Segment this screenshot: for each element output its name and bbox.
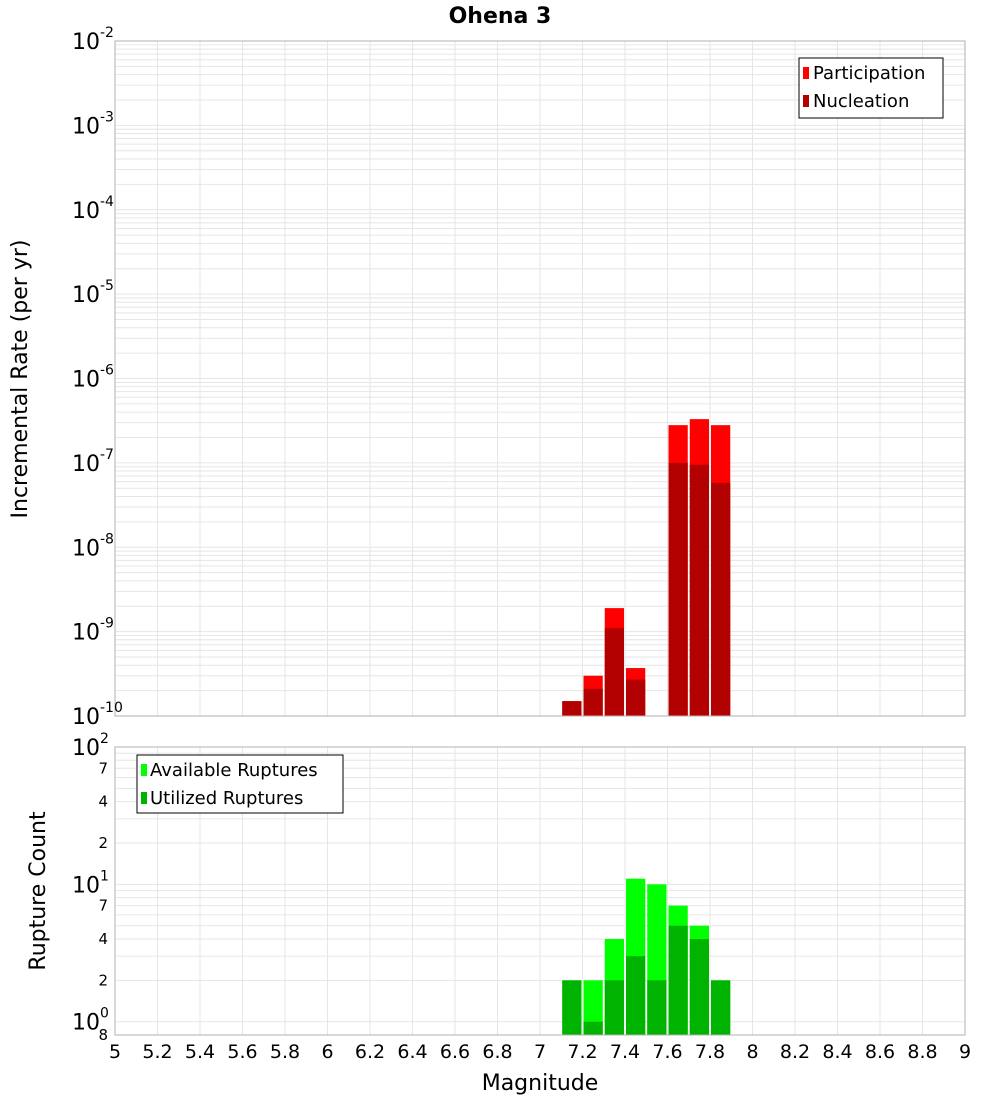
count-y-tick-label: 102 (72, 731, 109, 761)
count-y-minor-tick-label: 7 (98, 759, 108, 777)
available-ruptures-bar (583, 980, 603, 1035)
count-legend-box (136, 754, 344, 814)
nucleation-bar (562, 701, 582, 716)
x-tick-label: 6.2 (355, 1041, 385, 1063)
x-tick-label: 6.4 (397, 1041, 427, 1063)
nucleation-bar (626, 679, 646, 716)
rate-y-tick-label: 10-5 (72, 278, 114, 308)
rate-legend-box (798, 57, 944, 119)
rate-grid (114, 41, 966, 717)
utilized-ruptures-bar (604, 980, 624, 1035)
count-y-ticks: 102 101 100 7 4 2 7 4 2 8 (72, 731, 109, 1044)
rate-legend: Participation Nucleation (798, 57, 944, 119)
rate-y-tick-label: 10-10 (72, 700, 123, 730)
rate-y-axis-label: Incremental Rate (per yr) (8, 240, 33, 519)
count-legend: Available Ruptures Utilized Ruptures (136, 754, 344, 814)
utilized-ruptures-bar (626, 956, 646, 1035)
utilized-ruptures-bar (647, 980, 667, 1035)
rate-y-tick-label: 10-4 (72, 194, 114, 224)
count-y-tick-label: 101 (72, 868, 109, 898)
count-panel: 102 101 100 7 4 2 7 4 2 8 Rupture Count Available… (26, 731, 966, 1044)
count-y-minor-tick-label: 7 (98, 897, 108, 915)
x-tick-label: 5.2 (142, 1041, 172, 1063)
x-tick-label: 8.8 (907, 1041, 937, 1063)
x-tick-label: 8.6 (865, 1041, 895, 1063)
utilized-legend-label: Utilized Ruptures (150, 788, 303, 809)
x-tick-label: 8.2 (780, 1041, 810, 1063)
rate-y-tick-label: 10-8 (72, 531, 114, 561)
count-plot-frame (114, 746, 966, 1036)
x-tick-label: 6.8 (482, 1041, 512, 1063)
available-legend-label: Available Ruptures (150, 760, 318, 781)
rate-y-tick-label: 10-7 (72, 447, 114, 477)
rate-y-ticks: 10-2 10-3 10-4 10-5 10-6 10-7 10-8 10-9 10-10 (72, 25, 123, 730)
participation-swatch (803, 67, 809, 79)
participation-legend-label: Participation (813, 63, 925, 84)
x-tick-label: 5 (109, 1041, 121, 1063)
nucleation-swatch (803, 95, 809, 107)
x-tick-label: 7.2 (567, 1041, 597, 1063)
x-tick-label: 6.6 (440, 1041, 470, 1063)
count-y-minor-tick-label: 4 (98, 930, 108, 948)
nucleation-bar (668, 462, 688, 716)
x-tick-label: 6 (321, 1041, 333, 1063)
nucleation-bar (604, 628, 624, 716)
x-tick-label: 5.6 (227, 1041, 257, 1063)
x-tick-label: 5.4 (185, 1041, 215, 1063)
x-tick-label: 7.8 (695, 1041, 725, 1063)
nucleation-bar (583, 688, 603, 716)
rate-plot-frame (114, 40, 966, 717)
x-tick-label: 7.4 (610, 1041, 640, 1063)
x-tick-label: 8.4 (822, 1041, 852, 1063)
utilized-ruptures-bar (562, 980, 582, 1035)
x-tick-label: 9 (959, 1041, 971, 1063)
rate-y-tick-label: 10-3 (72, 109, 114, 139)
count-y-axis-label: Rupture Count (26, 811, 51, 971)
rate-y-tick-label: 10-9 (72, 616, 114, 646)
count-bars (562, 878, 731, 1035)
x-axis-ticks: 5 5.2 5.4 5.6 5.8 6 6.2 6.4 6.6 6.8 7 7.2 7.4 7.6 7.8 8… (109, 1041, 971, 1063)
nucleation-bar (689, 464, 709, 716)
count-y-minor-tick-label: 4 (98, 793, 108, 811)
utilized-swatch (141, 792, 147, 804)
x-tick-label: 7 (534, 1041, 546, 1063)
rate-y-tick-label: 10-6 (72, 363, 114, 393)
rate-bars (562, 419, 731, 716)
utilized-ruptures-bar (583, 1021, 603, 1035)
nucleation-bar (711, 482, 731, 716)
x-tick-label: 8 (746, 1041, 758, 1063)
available-swatch (141, 764, 147, 776)
rate-panel: 10-2 10-3 10-4 10-5 10-6 10-7 10-8 10-9 10-10 In… (8, 25, 966, 730)
utilized-ruptures-bar (689, 939, 709, 1035)
rate-y-tick-label: 10-2 (72, 25, 114, 55)
utilized-ruptures-bar (711, 980, 731, 1035)
nucleation-legend-label: Nucleation (813, 91, 909, 112)
count-y-minor-tick-label: 2 (98, 971, 108, 989)
count-y-minor-tick-label: 8 (98, 1026, 108, 1044)
utilized-ruptures-bar (668, 925, 688, 1035)
count-y-tick-label: 100 (72, 1006, 109, 1036)
x-tick-label: 7.6 (652, 1041, 682, 1063)
x-axis-label: Magnitude (482, 1071, 599, 1096)
chart-title: Ohena 3 (449, 4, 552, 29)
x-tick-label: 5.8 (270, 1041, 300, 1063)
count-y-minor-tick-label: 2 (98, 834, 108, 852)
